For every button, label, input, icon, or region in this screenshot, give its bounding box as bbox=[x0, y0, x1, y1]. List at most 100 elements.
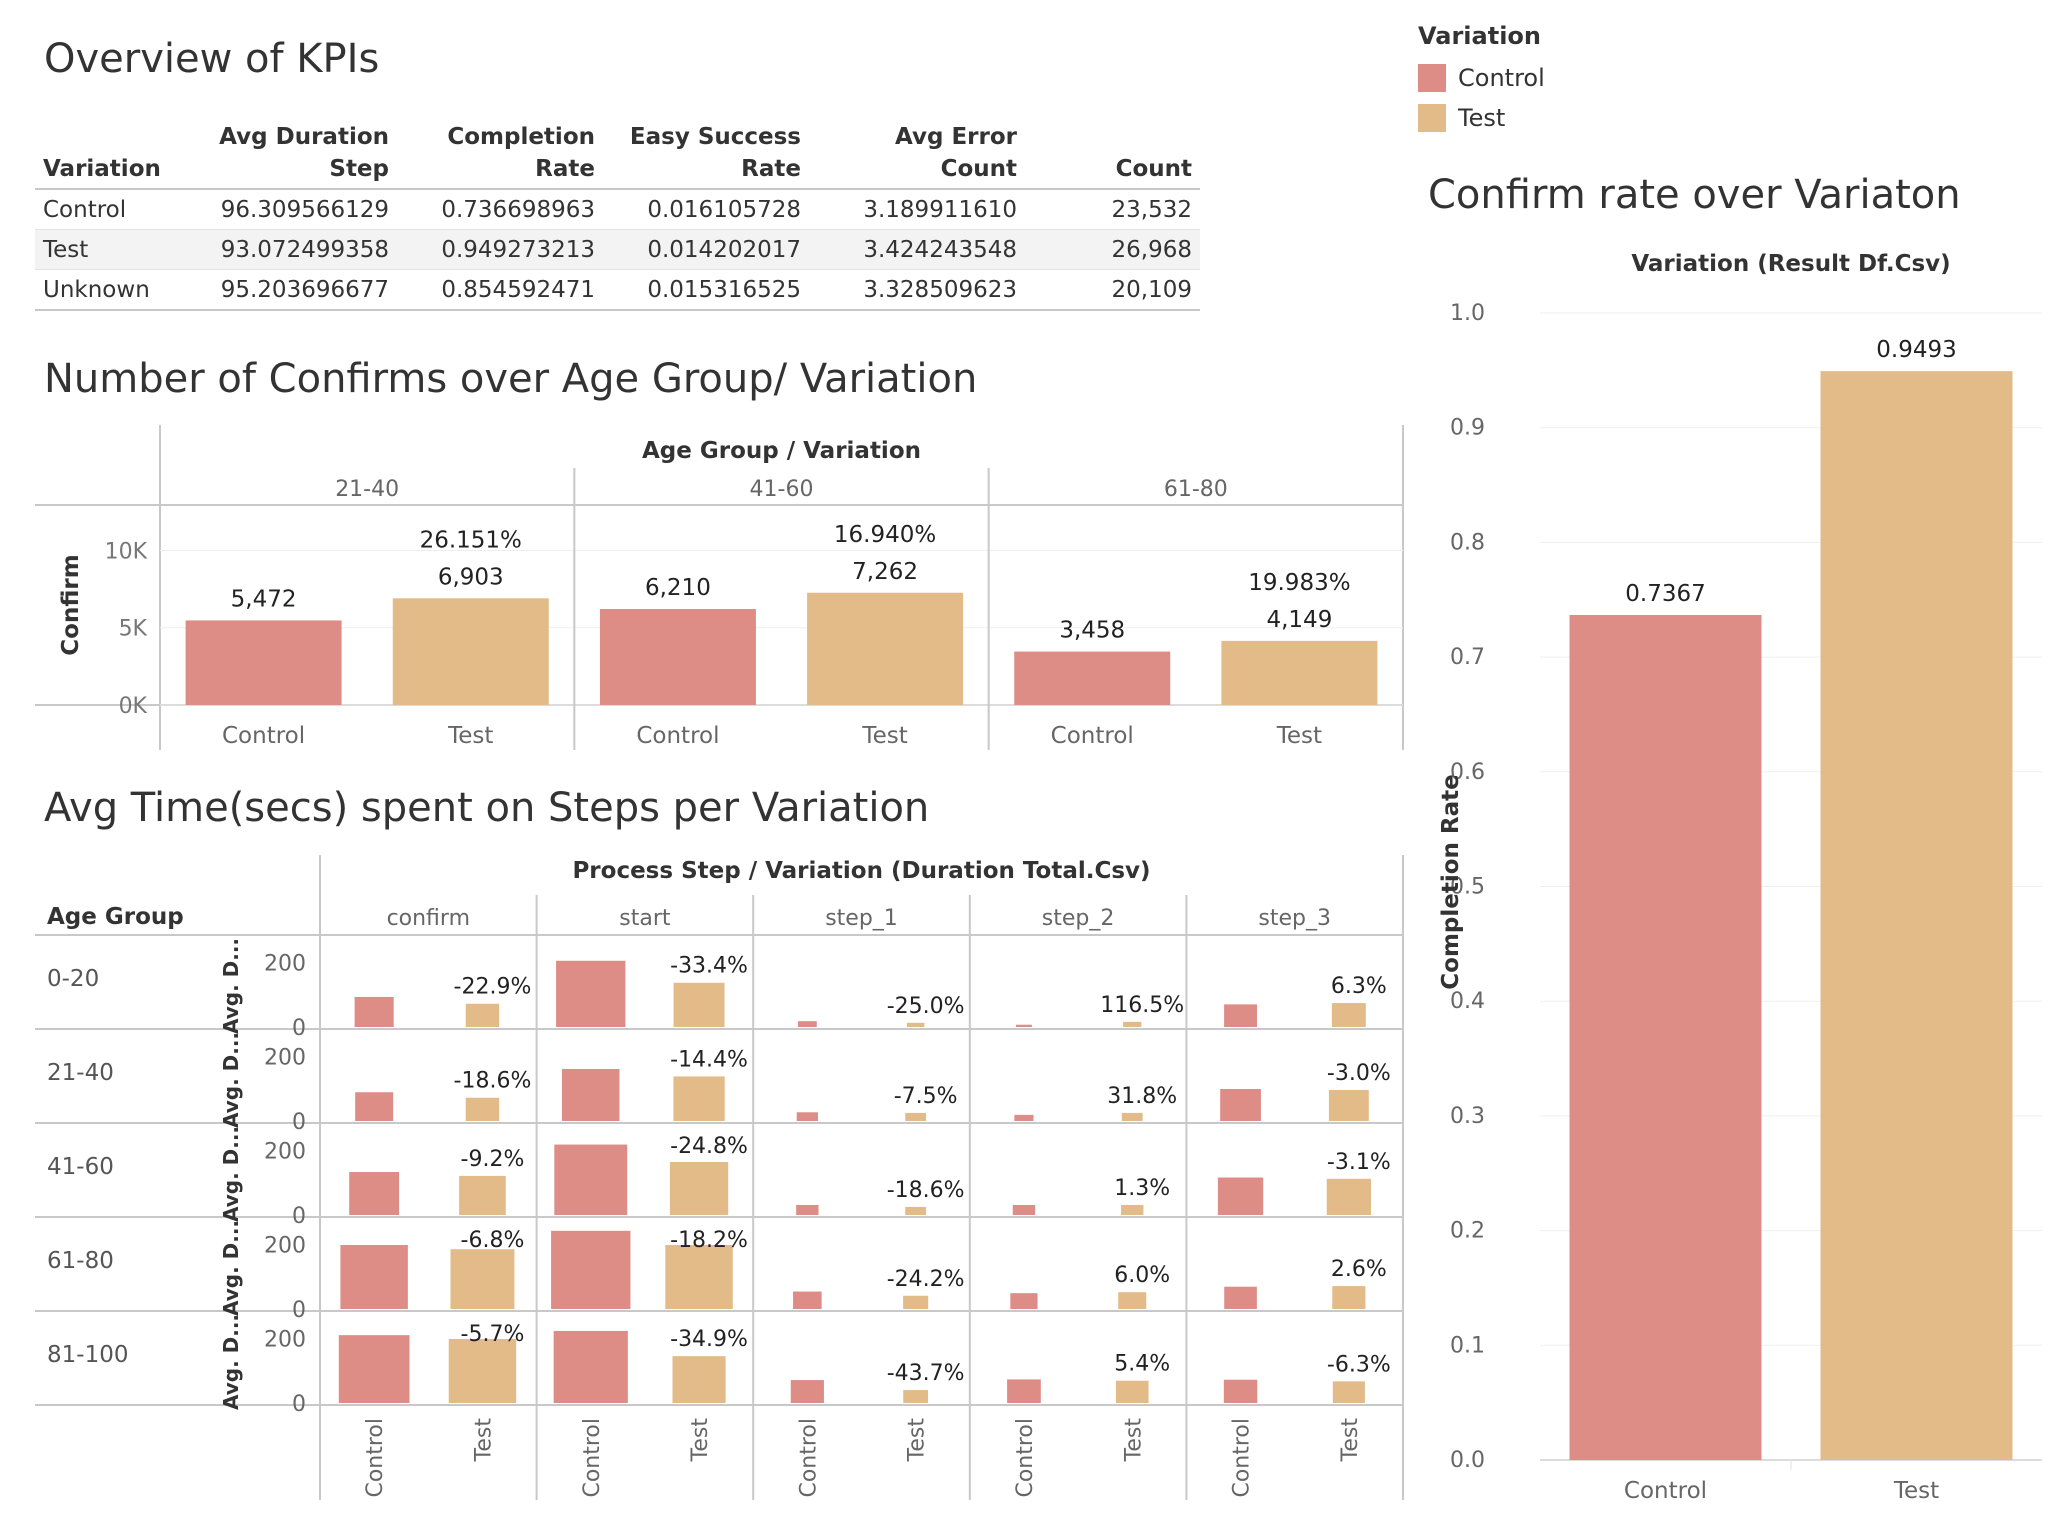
legend-item-control[interactable]: Control bbox=[1418, 58, 1545, 98]
bar-test bbox=[665, 1245, 733, 1309]
step-label: step_3 bbox=[1258, 906, 1331, 931]
bar-test bbox=[1332, 1286, 1366, 1309]
y-tick-label: 0.1 bbox=[1450, 1333, 1485, 1358]
confirm-rate-title: Confirm rate over Variaton bbox=[1428, 172, 1961, 218]
row-label: 0-20 bbox=[47, 966, 99, 992]
x-tick-label: Test bbox=[1121, 1418, 1146, 1463]
pct-label: -18.6% bbox=[887, 1178, 965, 1203]
bar-test bbox=[903, 1390, 929, 1403]
step-label: confirm bbox=[387, 906, 470, 931]
kpi-col-easy-success: Easy Success Rate bbox=[603, 118, 809, 190]
legend-swatch-control bbox=[1418, 64, 1446, 92]
steps-header: Process Step / Variation (Duration Total… bbox=[572, 858, 1150, 884]
y-tick-label: 0.3 bbox=[1450, 1104, 1485, 1129]
bar-test bbox=[1332, 1381, 1365, 1403]
kpi-cell: 0.015316525 bbox=[603, 269, 809, 311]
kpi-col-avg-duration: Avg Duration Step bbox=[181, 118, 397, 190]
y-tick-label: 200 bbox=[264, 1045, 306, 1070]
pct-label: -25.0% bbox=[887, 994, 965, 1019]
row-label: 81-100 bbox=[47, 1342, 128, 1368]
kpi-cell: 3.424243548 bbox=[809, 229, 1025, 270]
y-tick-label: 0.8 bbox=[1450, 530, 1485, 555]
kpi-cell: Control bbox=[35, 189, 181, 230]
y-tick-label: 0.4 bbox=[1450, 989, 1485, 1014]
y-tick-label: 0.2 bbox=[1450, 1219, 1485, 1244]
bar-control bbox=[185, 620, 342, 705]
pct-label: 6.3% bbox=[1331, 974, 1387, 999]
bar-test bbox=[450, 1249, 515, 1309]
bar-control bbox=[1220, 1089, 1261, 1121]
x-tick-label: Control bbox=[796, 1418, 821, 1498]
bar-test bbox=[448, 1339, 517, 1403]
bar-test bbox=[1326, 1178, 1371, 1215]
step-label: step_1 bbox=[825, 906, 898, 931]
x-tick-label: Control bbox=[222, 723, 305, 749]
legend-item-test[interactable]: Test bbox=[1418, 98, 1545, 138]
bar-control bbox=[796, 1112, 818, 1121]
data-label: 4,149 bbox=[1266, 607, 1332, 633]
y-tick-label: 200 bbox=[264, 1327, 306, 1352]
y-tick-label: 200 bbox=[264, 1233, 306, 1258]
bar-control bbox=[599, 609, 756, 705]
pct-label: -33.4% bbox=[670, 954, 748, 979]
pct-label: -18.6% bbox=[454, 1069, 532, 1094]
x-tick-label: Control bbox=[580, 1418, 605, 1498]
kpi-cell: 3.189911610 bbox=[809, 189, 1025, 230]
bar-test bbox=[1115, 1380, 1149, 1403]
row-axis-label: Avg. D... bbox=[219, 1126, 243, 1222]
pct-label: 26.151% bbox=[420, 527, 522, 553]
kpi-cell: 0.016105728 bbox=[603, 189, 809, 230]
bar-control bbox=[553, 1330, 628, 1403]
group-label: 21-40 bbox=[335, 477, 399, 502]
pct-label: 5.4% bbox=[1114, 1352, 1170, 1377]
bar-control bbox=[556, 960, 626, 1027]
pct-label: -24.8% bbox=[670, 1134, 748, 1159]
bar-control bbox=[1569, 615, 1762, 1460]
bar-control bbox=[338, 1335, 410, 1403]
y-tick-label: 0 bbox=[292, 1110, 306, 1135]
kpi-cell: 0.854592471 bbox=[397, 269, 603, 311]
pct-label: -34.9% bbox=[670, 1327, 748, 1352]
bar-test bbox=[392, 598, 549, 705]
pct-label: 31.8% bbox=[1107, 1084, 1177, 1109]
row-label: 41-60 bbox=[47, 1154, 114, 1180]
x-tick-label: Control bbox=[636, 723, 719, 749]
bar-test bbox=[672, 1356, 726, 1403]
pct-label: -18.2% bbox=[670, 1228, 748, 1253]
confirms-chart: Age Group / Variation 0K 5K 10K Confirm 21-40… bbox=[35, 425, 1404, 750]
legend-label-control: Control bbox=[1458, 64, 1545, 92]
kpi-col-error-count: Avg Error Count bbox=[809, 118, 1025, 190]
bar-test bbox=[1121, 1112, 1143, 1121]
pct-label: -6.8% bbox=[461, 1228, 525, 1253]
x-tick-label: Control bbox=[1230, 1418, 1255, 1498]
bar-test bbox=[465, 1097, 500, 1121]
y-tick-label: 0 bbox=[292, 1392, 306, 1417]
bar-test bbox=[905, 1206, 927, 1215]
rate-y-label: Completion Rate bbox=[1438, 774, 1464, 989]
kpi-header-row: Variation Avg Duration Step Completion R… bbox=[35, 118, 1200, 190]
pct-label: -43.7% bbox=[887, 1361, 965, 1386]
legend-swatch-test bbox=[1418, 104, 1446, 132]
bar-control bbox=[355, 1092, 394, 1121]
y-tick-label: 0 bbox=[292, 1016, 306, 1041]
table-row: Unknown 95.203696677 0.854592471 0.01531… bbox=[35, 269, 1200, 311]
confirms-y-label: Confirm bbox=[58, 554, 84, 655]
pct-label: -6.3% bbox=[1327, 1352, 1391, 1377]
y-tick-label: 0.6 bbox=[1450, 760, 1485, 785]
x-tick-label: Test bbox=[1276, 723, 1322, 749]
step-label: start bbox=[619, 906, 671, 931]
kpi-cell: 23,532 bbox=[1025, 189, 1200, 230]
steps-chart: Process Step / Variation (Duration Total… bbox=[35, 855, 1404, 1500]
y-tick-label: 10K bbox=[105, 539, 148, 564]
table-row: Control 96.309566129 0.736698963 0.01610… bbox=[35, 189, 1200, 230]
kpi-cell: Test bbox=[35, 229, 181, 270]
bar-control bbox=[1014, 1114, 1034, 1121]
y-tick-label: 0.0 bbox=[1450, 1448, 1485, 1473]
bar-test bbox=[669, 1162, 729, 1215]
step-label: step_2 bbox=[1042, 906, 1115, 931]
bar-test bbox=[1123, 1021, 1142, 1027]
bar-control bbox=[790, 1380, 824, 1403]
row-axis-label: Avg. D... bbox=[219, 1314, 243, 1410]
x-tick-label: Control bbox=[1013, 1418, 1038, 1498]
bar-control bbox=[562, 1068, 620, 1121]
